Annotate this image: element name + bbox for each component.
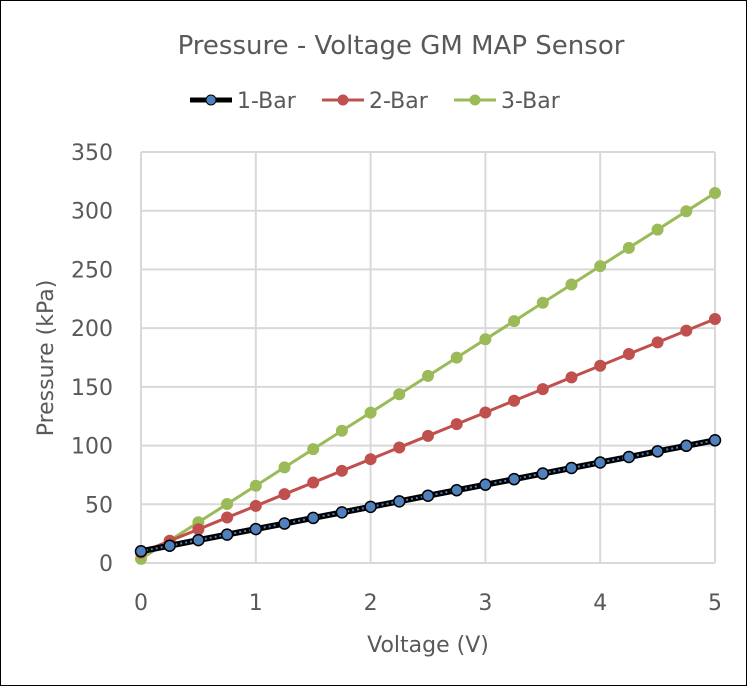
data-point-2-Bar <box>364 453 377 466</box>
gridlines <box>140 151 716 564</box>
legend-marker-3-Bar <box>469 94 481 106</box>
data-point-3-Bar <box>450 351 463 364</box>
legend: 1-Bar 2-Bar 3-Bar <box>190 89 561 114</box>
data-point-3-Bar <box>508 315 521 328</box>
data-point-3-Bar <box>249 479 262 492</box>
data-point-1-Bar <box>364 500 377 514</box>
x-tick-label: 3 <box>478 591 492 616</box>
data-point-2-Bar <box>709 312 721 325</box>
data-point-2-Bar <box>479 406 492 419</box>
data-point-1-Bar <box>306 511 320 525</box>
y-tick-label: 150 <box>71 376 113 401</box>
data-point-3-Bar <box>221 498 234 511</box>
data-point-1-Bar <box>565 461 578 475</box>
data-point-1-Bar <box>450 483 463 497</box>
data-point-3-Bar <box>307 443 320 456</box>
data-point-1-Bar <box>622 450 636 464</box>
legend-marker-1-Bar <box>205 94 217 106</box>
data-point-3-Bar <box>335 424 348 437</box>
data-point-2-Bar <box>307 476 320 489</box>
data-point-2-Bar <box>565 371 578 384</box>
data-point-3-Bar <box>364 406 377 419</box>
data-point-2-Bar <box>651 336 664 349</box>
data-point-1-Bar <box>708 434 722 447</box>
series-group <box>134 186 722 565</box>
data-point-3-Bar <box>278 461 291 474</box>
data-point-3-Bar <box>393 388 406 401</box>
y-tick-label: 0 <box>99 552 113 577</box>
data-point-1-Bar <box>134 545 148 558</box>
legend-label-1-Bar: 1-Bar <box>237 89 297 114</box>
data-point-1-Bar <box>163 539 176 552</box>
y-tick-label: 300 <box>71 200 113 225</box>
data-point-2-Bar <box>594 359 607 372</box>
data-point-1-Bar <box>593 456 607 469</box>
data-point-2-Bar <box>450 418 463 431</box>
data-point-1-Bar <box>220 528 234 541</box>
legend-label-2-Bar: 2-Bar <box>369 89 429 114</box>
data-point-2-Bar <box>278 488 291 501</box>
y-tick-label: 100 <box>71 435 113 460</box>
data-point-3-Bar <box>479 333 492 346</box>
data-point-3-Bar <box>651 223 664 236</box>
x-axis-label: Voltage (V) <box>367 633 489 658</box>
data-point-3-Bar <box>622 241 635 254</box>
data-point-1-Bar <box>192 533 205 547</box>
data-point-1-Bar <box>249 522 263 536</box>
y-tick-label: 350 <box>71 141 113 166</box>
data-point-1-Bar <box>393 495 406 508</box>
data-point-3-Bar <box>536 296 549 309</box>
x-tick-label: 4 <box>593 591 607 616</box>
data-point-2-Bar <box>249 499 262 512</box>
x-tick-label: 0 <box>134 591 148 616</box>
data-point-2-Bar <box>221 511 234 524</box>
data-point-2-Bar <box>192 523 205 536</box>
data-point-1-Bar <box>507 472 521 486</box>
data-point-3-Bar <box>680 205 693 218</box>
data-point-2-Bar <box>536 383 549 396</box>
legend-marker-2-Bar <box>337 94 349 106</box>
data-point-1-Bar <box>278 517 291 530</box>
data-point-1-Bar <box>536 467 550 480</box>
y-tick-label: 250 <box>71 258 113 283</box>
data-point-3-Bar <box>565 278 578 291</box>
tick-labels: 0 50 100 150 200 250 300 350 0 1 2 3 4 5 <box>71 141 722 616</box>
x-tick-label: 2 <box>364 591 378 616</box>
legend-label-3-Bar: 3-Bar <box>501 89 561 114</box>
x-tick-label: 1 <box>249 591 263 616</box>
data-point-1-Bar <box>680 439 693 453</box>
data-point-2-Bar <box>335 464 348 477</box>
chart-title: Pressure - Voltage GM MAP Sensor <box>178 31 625 61</box>
x-tick-label: 5 <box>708 591 722 616</box>
data-point-2-Bar <box>508 394 521 407</box>
data-point-3-Bar <box>594 260 607 273</box>
data-point-1-Bar <box>335 506 349 519</box>
data-point-2-Bar <box>422 429 434 442</box>
data-point-3-Bar <box>422 369 434 382</box>
data-point-3-Bar <box>709 186 721 199</box>
y-tick-label: 50 <box>85 493 113 518</box>
y-axis-label: Pressure (kPa) <box>34 280 59 437</box>
data-point-2-Bar <box>622 347 635 360</box>
data-point-2-Bar <box>393 441 406 454</box>
data-point-1-Bar <box>651 445 664 458</box>
data-point-1-Bar <box>421 489 435 502</box>
data-point-1-Bar <box>479 478 492 491</box>
data-point-2-Bar <box>680 324 693 337</box>
y-tick-label: 200 <box>71 317 113 342</box>
